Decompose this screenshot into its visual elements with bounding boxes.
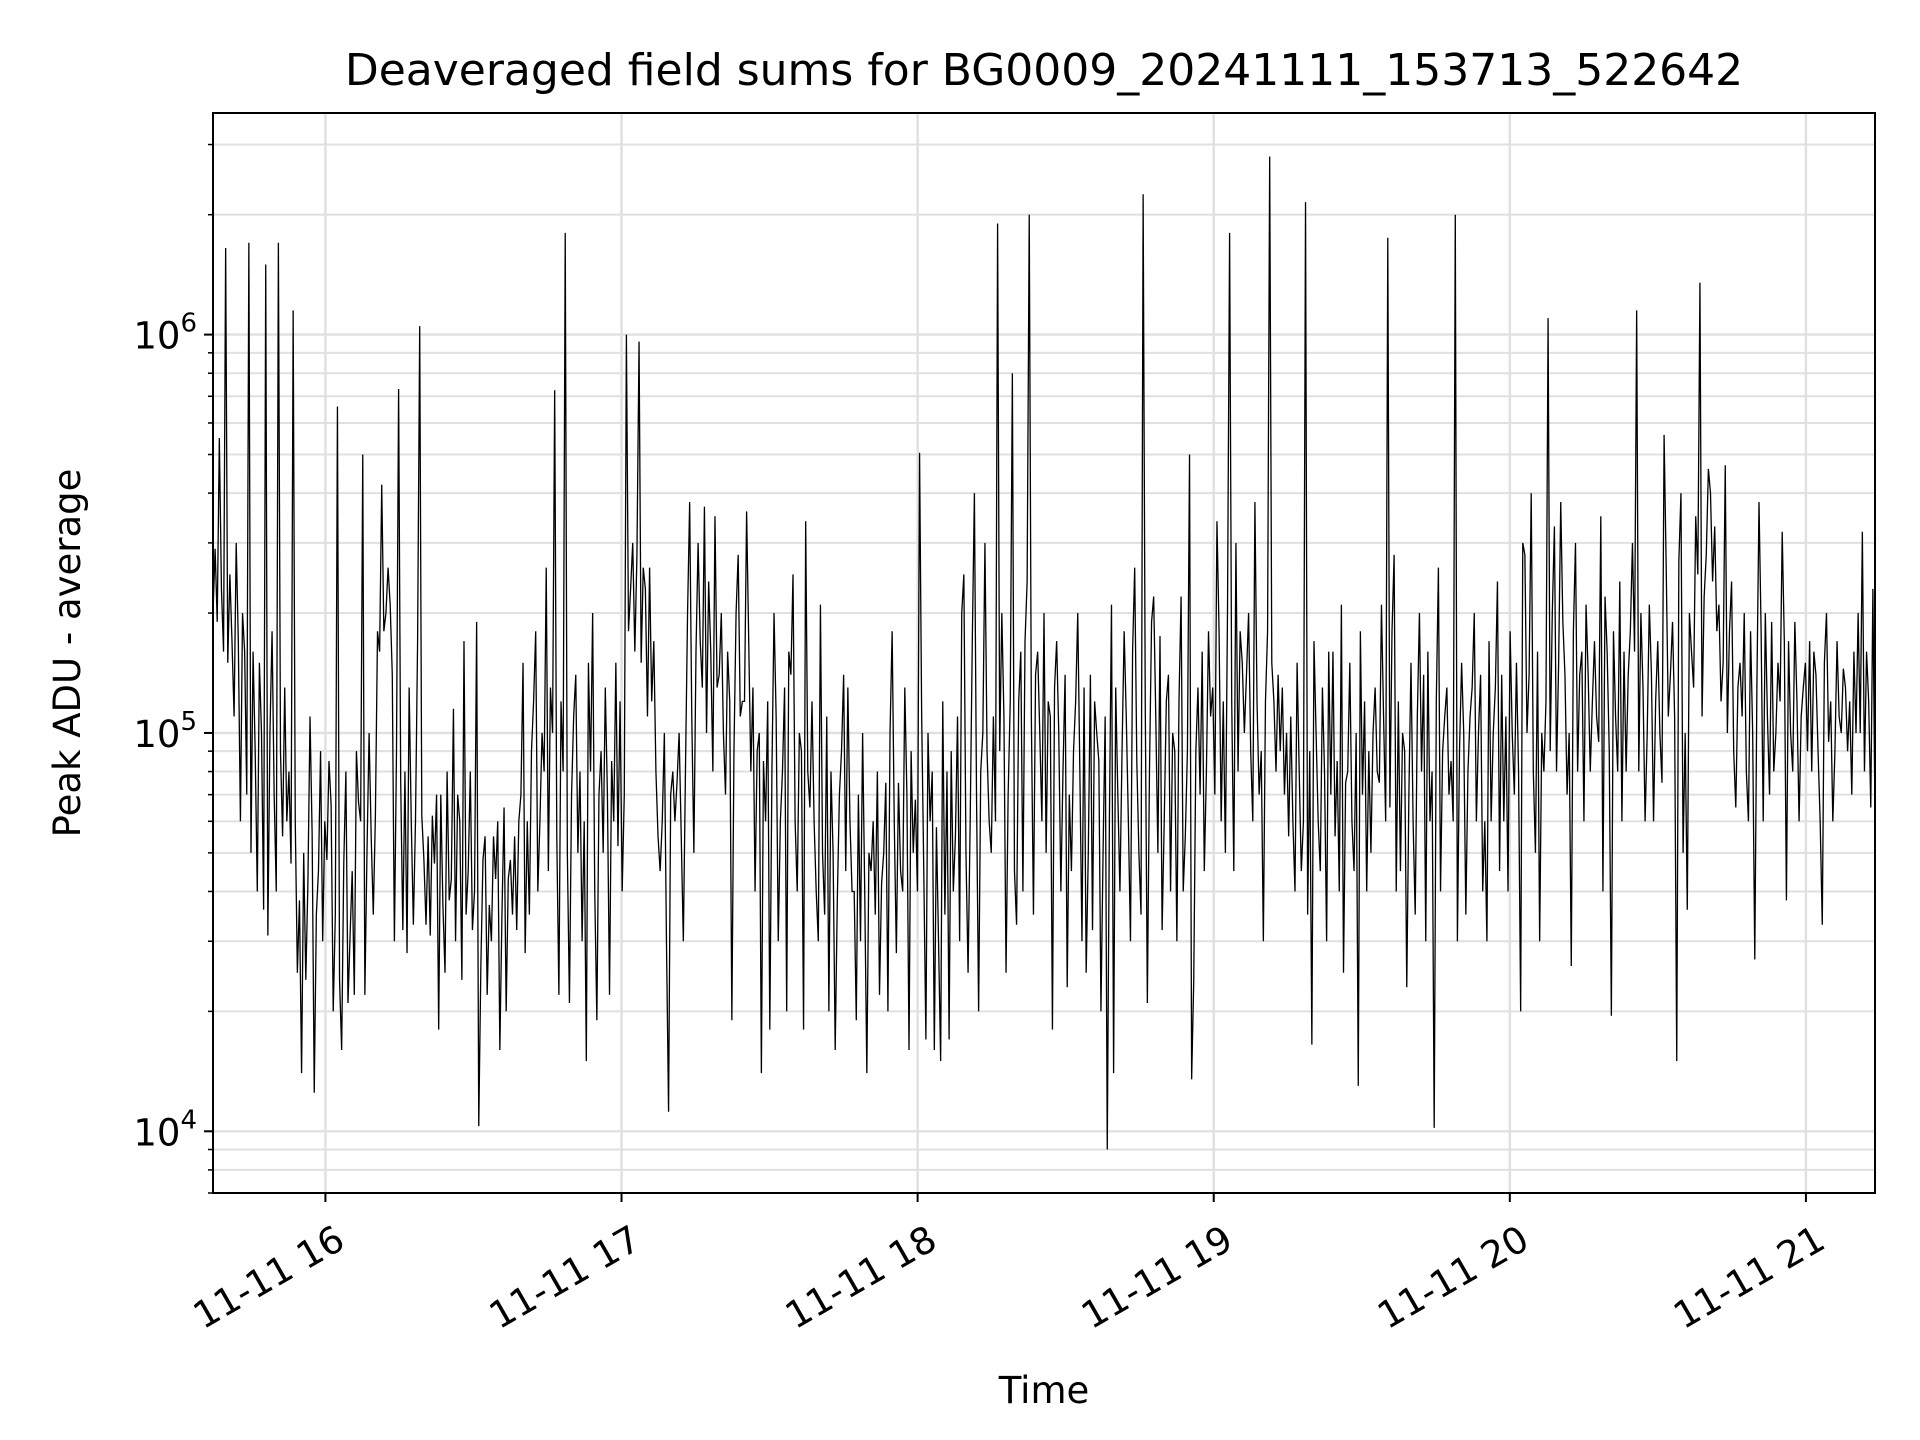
y-axis-label: Peak ADU - average [46, 469, 89, 838]
y-tick-base: 10 [133, 1111, 180, 1154]
y-tick-label: 106 [133, 309, 197, 358]
series-layer [213, 156, 1875, 1150]
y-tick-exponent: 4 [180, 1105, 197, 1135]
series-line [213, 156, 1875, 1150]
y-tick-base: 10 [133, 713, 180, 756]
y-tick-exponent: 5 [180, 707, 197, 737]
chart-title: Deaveraged field sums for BG0009_2024111… [345, 45, 1743, 96]
y-tick-label: 104 [133, 1105, 197, 1154]
y-tick-base: 10 [133, 315, 180, 358]
y-tick-exponent: 6 [180, 309, 197, 339]
y-tick-label: 105 [133, 707, 197, 756]
x-axis-label: Time [998, 1369, 1090, 1412]
plot-frame [212, 112, 1876, 1194]
